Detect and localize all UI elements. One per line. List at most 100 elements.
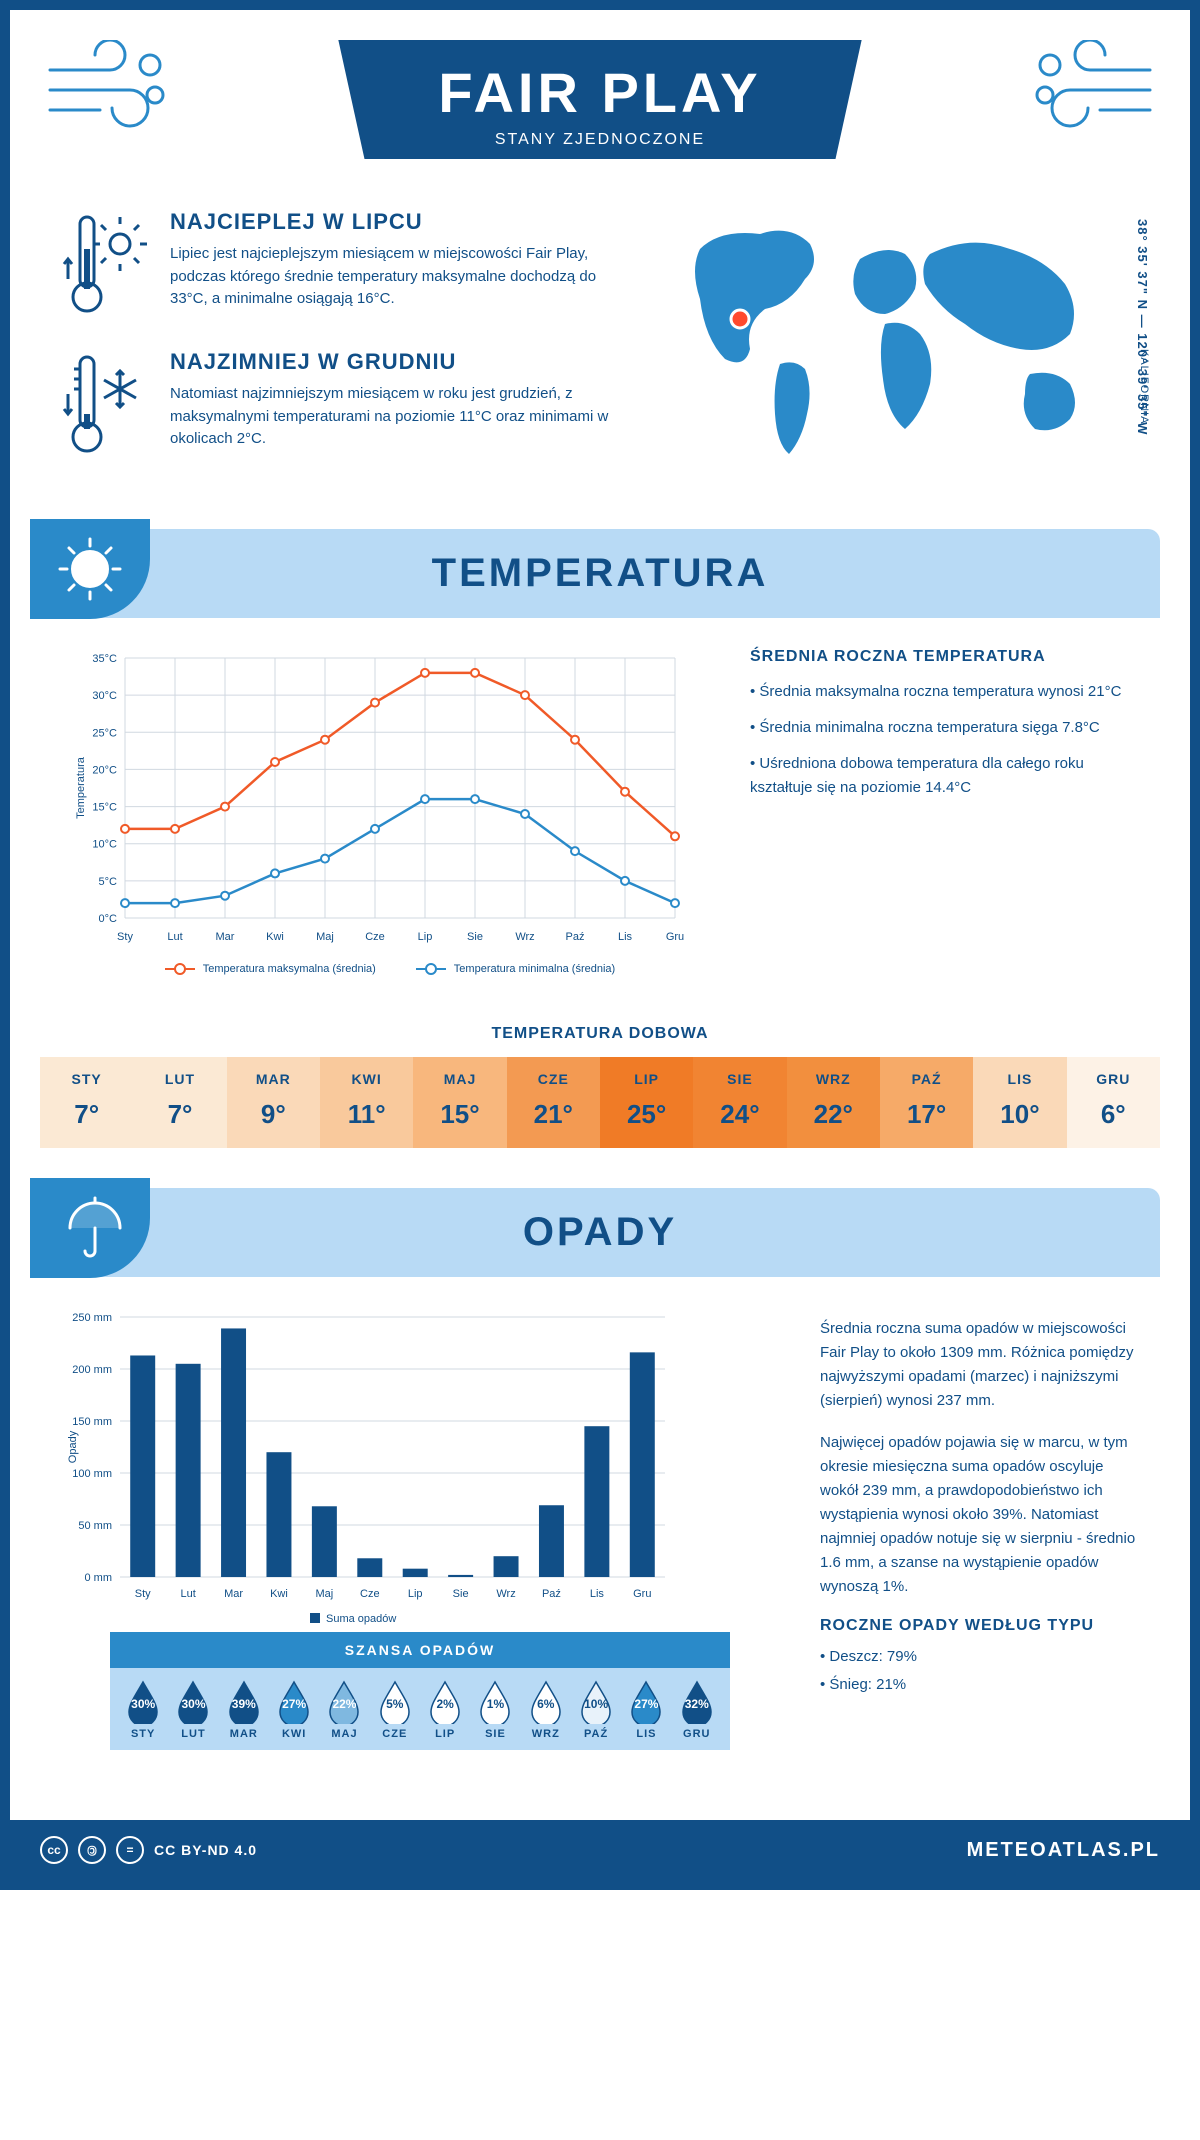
daily-month: KWI bbox=[320, 1071, 413, 1087]
chance-month: LIS bbox=[621, 1728, 671, 1740]
svg-text:Maj: Maj bbox=[316, 1588, 334, 1600]
chance-pct: 30% bbox=[181, 1697, 205, 1711]
cc-icon: cc bbox=[40, 1836, 68, 1864]
chance-box: SZANSA OPADÓW 30% STY 30% LUT 39% MAR 27… bbox=[110, 1632, 730, 1750]
precip-section-title: OPADY bbox=[40, 1210, 1160, 1255]
intro-section: NAJCIEPLEJ W LIPCU Lipiec jest najcieple… bbox=[10, 179, 1190, 529]
drop-icon: 2% bbox=[427, 1680, 463, 1724]
daily-value: 6° bbox=[1067, 1099, 1160, 1130]
daily-month: STY bbox=[40, 1071, 133, 1087]
daily-value: 11° bbox=[320, 1099, 413, 1130]
chance-month: GRU bbox=[672, 1728, 722, 1740]
precip-type-line: • Deszcz: 79% bbox=[820, 1645, 1140, 1669]
nd-icon: = bbox=[116, 1836, 144, 1864]
temp-info: ŚREDNIA ROCZNA TEMPERATURA • Średnia mak… bbox=[750, 648, 1130, 975]
svg-text:Suma opadów: Suma opadów bbox=[326, 1613, 396, 1625]
svg-text:Mar: Mar bbox=[216, 931, 235, 943]
legend-max-label: Temperatura maksymalna (średnia) bbox=[203, 963, 376, 975]
svg-text:250 mm: 250 mm bbox=[72, 1312, 112, 1324]
svg-text:Sty: Sty bbox=[117, 931, 133, 943]
chance-cell: 30% LUT bbox=[168, 1680, 218, 1740]
precip-section-header: OPADY bbox=[40, 1188, 1160, 1277]
daily-value: 7° bbox=[133, 1099, 226, 1130]
daily-month: PAŹ bbox=[880, 1071, 973, 1087]
page-title: FAIR PLAY bbox=[438, 60, 761, 125]
chance-cell: 27% LIS bbox=[621, 1680, 671, 1740]
temp-content: 0°C5°C10°C15°C20°C25°C30°C35°CStyLutMarK… bbox=[10, 648, 1190, 1005]
svg-text:200 mm: 200 mm bbox=[72, 1364, 112, 1376]
region-label: KALIFORNIA bbox=[1138, 349, 1150, 424]
temp-info-heading: ŚREDNIA ROCZNA TEMPERATURA bbox=[750, 648, 1130, 666]
svg-text:150 mm: 150 mm bbox=[72, 1416, 112, 1428]
svg-text:Sie: Sie bbox=[453, 1588, 469, 1600]
wind-icon-right bbox=[1020, 40, 1160, 140]
daily-month: GRU bbox=[1067, 1071, 1160, 1087]
temp-section-header: TEMPERATURA bbox=[40, 529, 1160, 618]
chance-month: MAR bbox=[219, 1728, 269, 1740]
daily-month: LIS bbox=[973, 1071, 1066, 1087]
temp-chart-legend: Temperatura maksymalna (średnia) Tempera… bbox=[70, 963, 710, 975]
daily-month: MAR bbox=[227, 1071, 320, 1087]
fact-cold: NAJZIMNIEJ W GRUDNIU Natomiast najzimnie… bbox=[60, 349, 630, 459]
chance-pct: 32% bbox=[685, 1697, 709, 1711]
daily-cell: WRZ22° bbox=[787, 1057, 880, 1148]
svg-text:30°C: 30°C bbox=[92, 690, 117, 702]
chance-cell: 10% PAŹ bbox=[571, 1680, 621, 1740]
daily-cell: PAŹ 17° bbox=[880, 1057, 973, 1148]
drop-icon: 32% bbox=[679, 1680, 715, 1724]
svg-text:Temperatura: Temperatura bbox=[75, 756, 87, 819]
drop-icon: 10% bbox=[578, 1680, 614, 1724]
chance-month: CZE bbox=[370, 1728, 420, 1740]
chance-month: KWI bbox=[269, 1728, 319, 1740]
svg-text:Cze: Cze bbox=[360, 1588, 380, 1600]
svg-text:Gru: Gru bbox=[633, 1588, 651, 1600]
drop-icon: 27% bbox=[628, 1680, 664, 1724]
svg-text:0 mm: 0 mm bbox=[85, 1572, 113, 1584]
svg-text:Wrz: Wrz bbox=[515, 931, 534, 943]
precip-type-heading: ROCZNE OPADY WEDŁUG TYPU bbox=[820, 1617, 1140, 1635]
daily-month: LIP bbox=[600, 1071, 693, 1087]
umbrella-icon bbox=[55, 1193, 125, 1263]
chance-cell: 30% STY bbox=[118, 1680, 168, 1740]
daily-cell: MAR9° bbox=[227, 1057, 320, 1148]
chance-cell: 27% KWI bbox=[269, 1680, 319, 1740]
by-icon: 🄯 bbox=[78, 1836, 106, 1864]
svg-text:Sie: Sie bbox=[467, 931, 483, 943]
drop-icon: 30% bbox=[175, 1680, 211, 1724]
daily-month: LUT bbox=[133, 1071, 226, 1087]
drop-icon: 6% bbox=[528, 1680, 564, 1724]
chance-pct: 1% bbox=[487, 1697, 504, 1711]
chance-cell: 22% MAJ bbox=[319, 1680, 369, 1740]
chance-month: LIP bbox=[420, 1728, 470, 1740]
map-block: 38° 35' 37" N — 120° 39' 35" W KALIFORNI… bbox=[660, 209, 1140, 489]
precip-p2: Najwięcej opadów pojawia się w marcu, w … bbox=[820, 1431, 1140, 1599]
daily-month: MAJ bbox=[413, 1071, 506, 1087]
thermometer-hot-icon bbox=[60, 209, 150, 319]
page-footer: cc 🄯 = CC BY-ND 4.0 METEOATLAS.PL bbox=[10, 1820, 1190, 1880]
svg-text:25°C: 25°C bbox=[92, 727, 117, 739]
svg-text:Gru: Gru bbox=[666, 931, 684, 943]
temp-bullet: • Uśredniona dobowa temperatura dla całe… bbox=[750, 752, 1130, 800]
svg-text:Lis: Lis bbox=[590, 1588, 605, 1600]
thermometer-cold-icon bbox=[60, 349, 150, 459]
license-text: CC BY-ND 4.0 bbox=[154, 1842, 257, 1858]
chance-pct: 5% bbox=[386, 1697, 403, 1711]
page-root: FAIR PLAY STANY ZJEDNOCZONE NAJCIEPLEJ W… bbox=[0, 0, 1200, 1890]
daily-cell: GRU 6° bbox=[1067, 1057, 1160, 1148]
site-name: METEOATLAS.PL bbox=[967, 1839, 1160, 1862]
daily-value: 17° bbox=[880, 1099, 973, 1130]
svg-text:15°C: 15°C bbox=[92, 802, 117, 814]
svg-text:5°C: 5°C bbox=[99, 876, 118, 888]
chance-pct: 30% bbox=[131, 1697, 155, 1711]
fact-hot-heading: NAJCIEPLEJ W LIPCU bbox=[170, 209, 630, 235]
daily-value: 25° bbox=[600, 1099, 693, 1130]
daily-month: WRZ bbox=[787, 1071, 880, 1087]
daily-value: 15° bbox=[413, 1099, 506, 1130]
svg-text:35°C: 35°C bbox=[92, 653, 117, 665]
chance-pct: 6% bbox=[537, 1697, 554, 1711]
chance-cell: 32% GRU bbox=[672, 1680, 722, 1740]
svg-text:0°C: 0°C bbox=[99, 913, 118, 925]
daily-cell: CZE21° bbox=[507, 1057, 600, 1148]
chance-pct: 39% bbox=[232, 1697, 256, 1711]
svg-text:Paź: Paź bbox=[542, 1588, 561, 1600]
